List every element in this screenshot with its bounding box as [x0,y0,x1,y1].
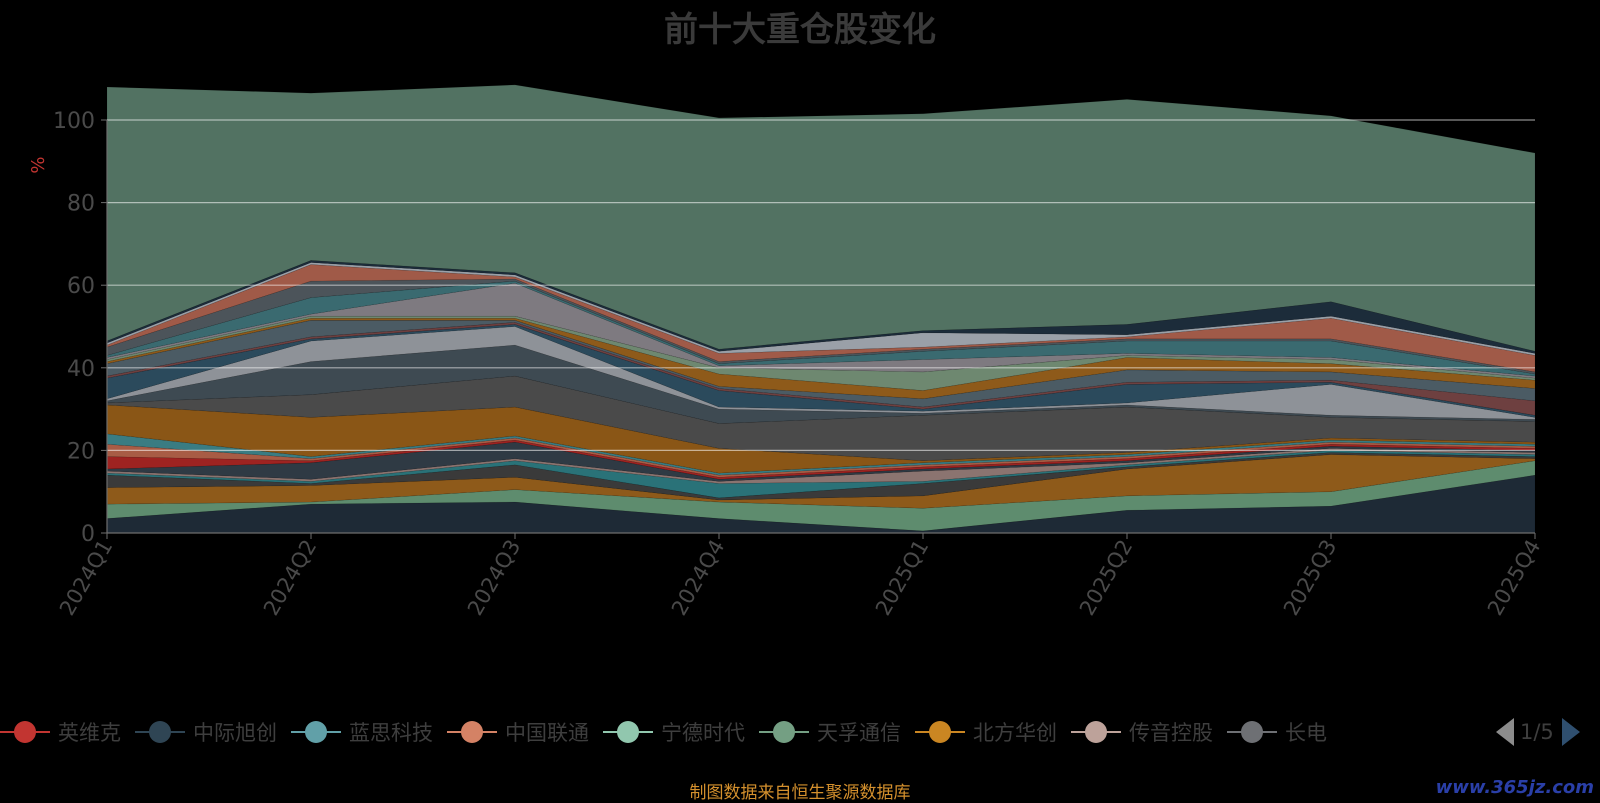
y-tick-label: 0 [81,522,95,547]
legend-item[interactable]: 北方华创 [915,712,1057,752]
legend-page-indicator: 1/5 [1520,720,1554,744]
x-tick-label: 2024Q4 [667,536,729,620]
legend-label: 英维克 [58,721,121,745]
legend-marker-icon [1227,721,1277,743]
x-tick-label: 2024Q3 [463,536,525,620]
legend-marker-icon [447,721,497,743]
x-tick-label: 2024Q1 [55,536,117,620]
series-area-5 [106,448,1536,484]
series-area-6 [106,441,1536,482]
y-tick-label: 20 [67,439,95,464]
legend-item[interactable]: 蓝思科技 [291,712,433,752]
y-tick-label: 40 [67,357,95,382]
y-tick-label: 60 [67,274,95,299]
legend-label: 宁德时代 [661,721,745,745]
source-note: 制图数据来自恒生聚源数据库 [689,783,911,803]
legend-next-page-icon[interactable] [1561,718,1580,746]
legend-item[interactable]: 传音控股 [1071,712,1213,752]
legend-label: 中国联通 [505,721,589,745]
legend-prev-page-icon[interactable] [1496,718,1514,746]
y-tick-label: 80 [67,192,95,217]
legend-marker-icon [915,721,965,743]
x-tick-label: 2025Q4 [1483,536,1545,620]
series-area-2 [106,454,1536,509]
legend-item[interactable]: 天孚通信 [759,712,901,752]
x-tick-label: 2025Q3 [1279,536,1341,620]
x-tick-label: 2025Q1 [871,536,933,620]
legend-label: 天孚通信 [817,721,901,745]
legend-marker-icon [291,721,341,743]
y-tick-label: 100 [53,109,95,134]
legend-item[interactable]: 中国联通 [447,712,589,752]
legend-marker-icon [135,721,185,743]
legend-pager: 1/5 [1496,712,1580,752]
legend-label: 蓝思科技 [349,721,433,745]
legend-item[interactable]: 宁德时代 [603,712,745,752]
series-area-9 [106,433,1536,476]
legend-item[interactable]: 长电 [1227,712,1327,752]
legend-label: 中际旭创 [193,721,277,745]
series-area-17 [106,317,1536,400]
x-tick-label: 2025Q2 [1075,536,1137,620]
watermark: www.365jz.com [1435,777,1594,798]
legend-item[interactable]: 英维克 [0,712,121,752]
legend-marker-icon [759,721,809,743]
y-axis-label: % [28,156,49,173]
x-tick-label: 2024Q2 [259,536,321,620]
series-area-22 [106,264,1536,373]
legend-label: 北方华创 [973,721,1057,745]
legend-marker-icon [603,721,653,743]
series-area-23 [106,262,1536,356]
chart-title: 前十大重仓股变化 [664,10,936,50]
series-areas [106,84,1536,534]
grid-lines [107,119,1535,451]
legend-label: 长电 [1285,721,1327,745]
series-area-4 [106,450,1536,499]
series-area-24 [106,260,1536,354]
series-area-8 [106,437,1536,478]
legend-item[interactable]: 中际旭创 [135,712,277,752]
legend: 英维克 中际旭创 蓝思科技 中国联通 宁德时代 天孚通信 北方华创 传音控股 长电 [0,712,1480,752]
legend-marker-icon [1071,721,1121,743]
legend-marker-icon [0,721,50,743]
legend-label: 传音控股 [1129,721,1213,745]
series-area-18 [106,315,1536,391]
